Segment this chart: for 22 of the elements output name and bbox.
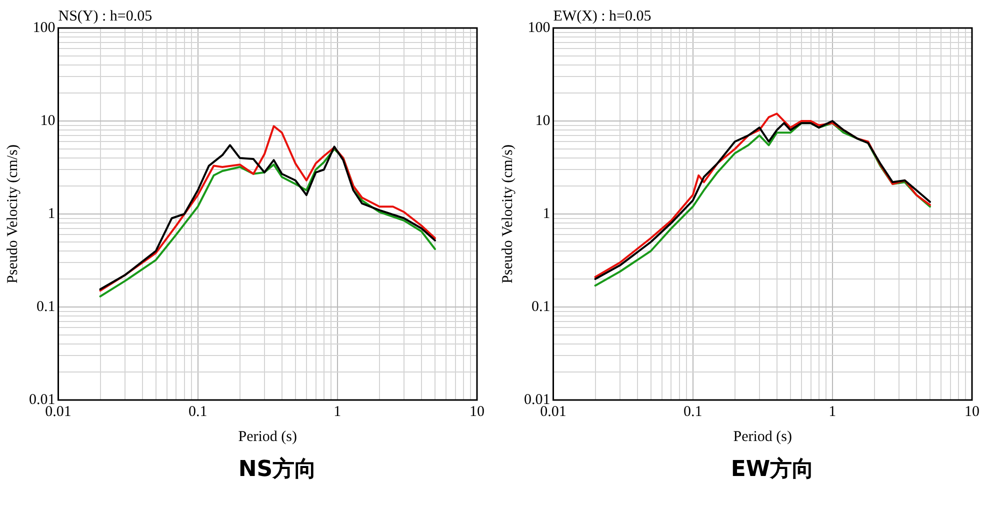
chart-title: NS(Y) : h=0.05 — [58, 8, 152, 24]
x-tick-label: 10 — [964, 404, 980, 420]
y-tick-label: 0.1 — [36, 298, 56, 315]
y-tick-label: 100 — [32, 20, 56, 36]
x-tick-label: 0.1 — [683, 404, 702, 420]
y-axis-title: Pseudo Velocity (cm/s) — [4, 144, 21, 284]
text: EW方向 — [730, 456, 816, 484]
y-tick-label: 1 — [48, 206, 56, 222]
x-axis-title: Period (s) — [238, 428, 297, 445]
x-tick-label: 10 — [470, 404, 484, 420]
chart-title: EW(X) : h=0.05 — [553, 8, 652, 24]
y-tick-label: 10 — [535, 112, 550, 129]
y-tick-label: 10 — [40, 112, 56, 129]
y-tick-label: 1 — [542, 206, 550, 222]
x-tick-label: 0.1 — [188, 404, 208, 420]
x-tick-label: 1 — [334, 404, 342, 420]
y-tick-label: 0.1 — [532, 298, 550, 315]
y-tick-label: 100 — [528, 20, 550, 36]
x-tick-label: 1 — [828, 404, 836, 420]
x-axis-title: Period (s) — [733, 428, 792, 445]
y-axis-title: Pseudo Velocity (cm/s) — [500, 144, 516, 284]
text: NS方向 — [237, 456, 318, 484]
